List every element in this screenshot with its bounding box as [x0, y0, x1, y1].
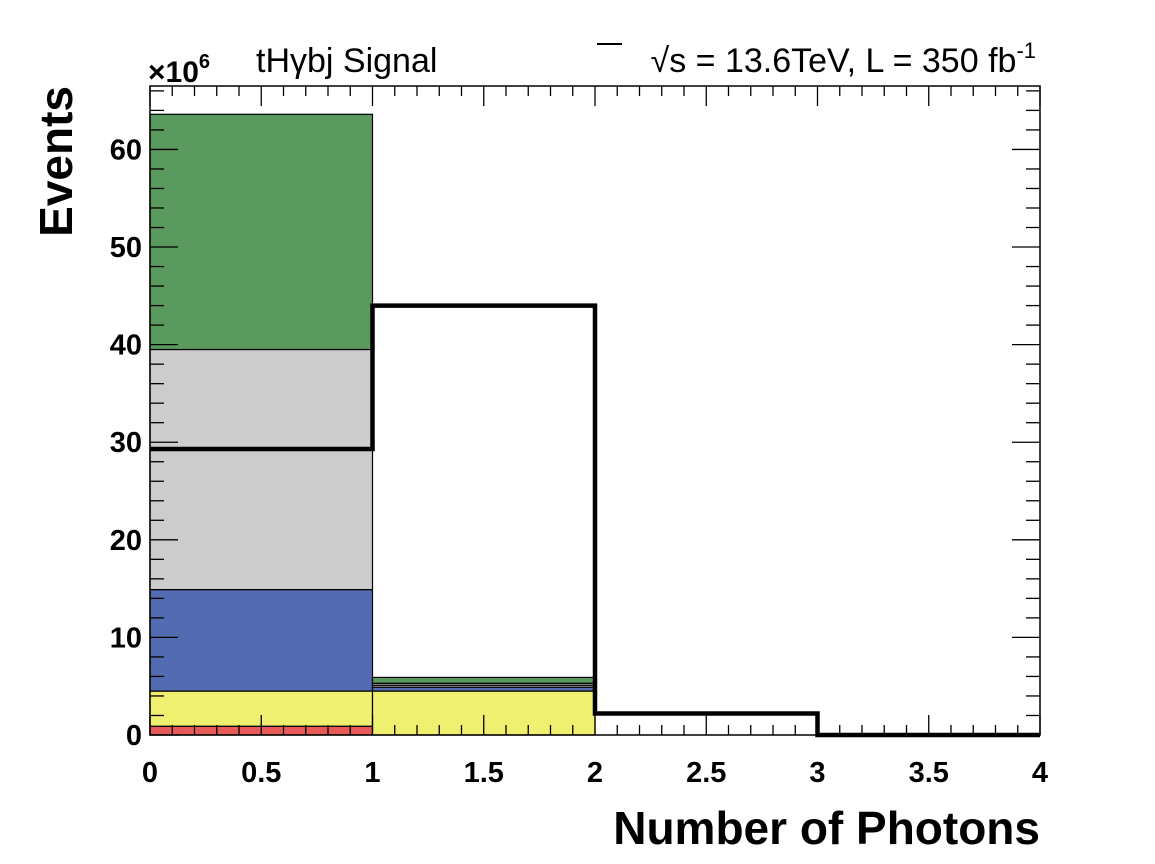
x-tick-labels: 0 0.5 1 1.5 2 2.5 3 3.5 4: [142, 757, 1048, 789]
x-tick-label: 0: [142, 757, 158, 789]
bar-series-5-bin-1: [371, 676, 596, 684]
x-tick-label: 2: [587, 757, 603, 789]
energy-lumi-text: s = 13.6TeV, L = 350 fb: [669, 42, 1016, 80]
bar-series-4-bin-0: [149, 348, 374, 449]
y-tick-label: 60: [110, 134, 142, 166]
bar-series-5-bin-0: [149, 113, 374, 351]
y-tick-label: 50: [110, 232, 142, 264]
x-tick-label: 3: [809, 757, 825, 789]
x-tick-label: 1.5: [464, 757, 504, 789]
multiplier-base: ×10: [148, 56, 199, 89]
x-tick-label: 2.5: [686, 757, 726, 789]
energy-lumi-label: √s = 13.6TeV, L = 350 fb-1: [651, 38, 1036, 80]
x-tick-label: 0.5: [241, 757, 281, 789]
x-axis-title: Number of Photons: [613, 802, 1040, 854]
multiplier-exponent: 6: [199, 51, 210, 73]
x-tick-label: 3.5: [909, 757, 949, 789]
bar-series-3-bin-0: [149, 447, 374, 591]
chart-title: tHγbj Signal: [256, 42, 437, 80]
y-tick-labels: 0 10 20 30 40 50 60: [110, 134, 142, 752]
y-tick-label: 30: [110, 427, 142, 459]
y-axis-multiplier: ×106: [148, 51, 210, 89]
y-tick-label: 0: [126, 720, 142, 752]
bar-series-2-bin-0: [149, 588, 374, 692]
y-tick-label: 40: [110, 330, 142, 362]
stacked-bars: [149, 113, 596, 736]
axis-ticks: [149, 86, 1041, 736]
y-tick-label: 10: [110, 622, 142, 654]
sqrt-symbol: √: [651, 42, 670, 80]
y-tick-label: 20: [110, 525, 142, 557]
x-tick-label: 4: [1032, 757, 1048, 789]
x-tick-label: 1: [364, 757, 380, 789]
y-axis-title: Events: [30, 86, 82, 237]
lumi-exponent: -1: [1016, 38, 1036, 63]
